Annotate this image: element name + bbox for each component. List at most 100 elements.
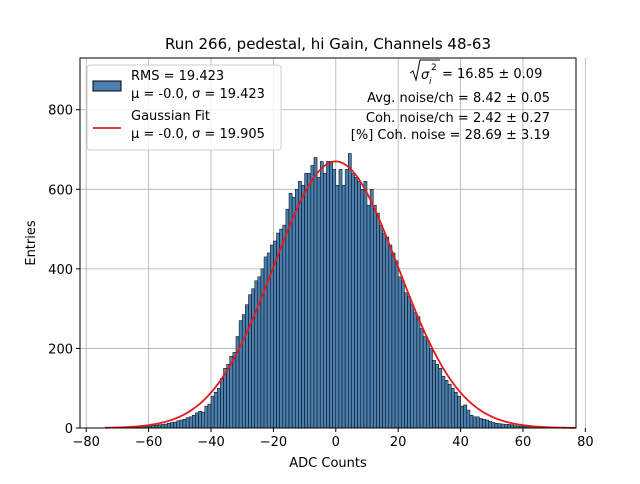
y-axis-label: Entries	[24, 220, 39, 266]
histogram-bar	[389, 245, 392, 428]
histogram-bar	[333, 169, 336, 428]
histogram-bar	[504, 424, 507, 428]
histogram-bar	[451, 388, 454, 428]
histogram-bar	[170, 422, 173, 428]
histogram-bar	[308, 173, 311, 428]
histogram-bar	[454, 392, 457, 428]
histogram-bar	[355, 177, 358, 428]
histogram-bar	[255, 281, 258, 428]
histogram-bar	[386, 237, 389, 428]
histogram-bar	[404, 293, 407, 428]
histogram-bar	[361, 189, 364, 428]
histogram-bar	[345, 169, 348, 428]
histogram-bar	[373, 205, 376, 428]
histogram-bar	[223, 368, 226, 428]
histogram-bar	[211, 396, 214, 428]
histogram-bar	[180, 420, 183, 428]
histogram-bar	[342, 185, 345, 428]
histogram-bar	[277, 233, 280, 428]
histogram-bar	[233, 352, 236, 428]
x-tick-label: −20	[260, 435, 287, 450]
histogram-bar	[392, 253, 395, 428]
histogram-bar	[498, 424, 501, 428]
histogram-bar	[383, 233, 386, 428]
histogram-bar	[305, 173, 308, 428]
histogram-bar	[248, 295, 251, 428]
x-tick-label: −60	[135, 435, 162, 450]
histogram-bar	[358, 181, 361, 428]
histogram-bar	[161, 424, 164, 428]
histogram-bar	[501, 424, 504, 428]
histogram-bar	[283, 225, 286, 428]
histogram-bar	[492, 422, 495, 428]
histogram-bar	[252, 289, 255, 428]
histogram-bar	[433, 360, 436, 428]
x-tick-label: −40	[197, 435, 224, 450]
y-tick-label: 0	[65, 422, 73, 437]
y-tick-label: 800	[48, 104, 73, 119]
x-tick-label: 0	[332, 435, 340, 450]
y-tick-label: 600	[48, 183, 73, 198]
histogram-bar	[461, 406, 464, 428]
legend-hist-line2: μ = -0.0, σ = 19.423	[131, 87, 265, 102]
sqrt-sigma-value: = 16.85 ± 0.09	[442, 67, 542, 82]
histogram-bar	[292, 197, 295, 428]
x-axis-label: ADC Counts	[289, 456, 367, 471]
histogram-bar	[464, 405, 467, 428]
histogram-bar	[473, 417, 476, 428]
x-tick-label: 80	[577, 435, 594, 450]
histogram-bar	[376, 213, 379, 428]
histogram-bar	[351, 173, 354, 428]
x-axis-ticks: −80 −60 −40 −20 0 20 40 60 80	[73, 428, 594, 450]
svg-text:2: 2	[431, 63, 437, 73]
y-tick-label: 200	[48, 342, 73, 357]
histogram-bar	[401, 281, 404, 428]
histogram-bar	[470, 415, 473, 428]
histogram-bar	[370, 189, 373, 428]
histogram-bar	[507, 424, 510, 428]
histogram-bar	[486, 420, 489, 428]
histogram-bar	[420, 329, 423, 428]
histogram-bar	[199, 411, 202, 428]
histogram-bar	[317, 177, 320, 428]
chart-title: Run 266, pedestal, hi Gain, Channels 48-…	[165, 35, 491, 53]
histogram-bar	[445, 380, 448, 428]
histogram-bar	[208, 404, 211, 428]
x-tick-label: 60	[515, 435, 532, 450]
histogram-bar	[301, 185, 304, 428]
histogram-bar	[202, 412, 205, 428]
x-tick-label: 20	[390, 435, 407, 450]
coh-noise-annotation: Coh. noise/ch = 2.42 ± 0.27	[366, 111, 550, 126]
x-tick-label: 40	[452, 435, 469, 450]
legend-hist-swatch	[93, 81, 121, 91]
histogram-bar	[330, 161, 333, 428]
histogram-bar	[495, 423, 498, 428]
histogram-bar	[348, 153, 351, 428]
y-axis-ticks: 0 200 400 600 800	[48, 104, 80, 437]
histogram-bar	[189, 417, 192, 428]
histogram-bar	[273, 241, 276, 428]
histogram-bar	[286, 209, 289, 428]
histogram-bar	[195, 413, 198, 428]
histogram-bar	[336, 185, 339, 428]
histogram-bar	[395, 261, 398, 428]
histogram-bar	[230, 356, 233, 428]
x-tick-label: −80	[73, 435, 100, 450]
histogram-bar	[205, 406, 208, 428]
histogram-bar	[239, 321, 242, 428]
coh-percent-annotation: [%] Coh. noise = 28.69 ± 3.19	[351, 128, 550, 143]
histogram-bar	[298, 181, 301, 428]
histogram-bar	[214, 392, 217, 428]
histogram-bar	[311, 165, 314, 428]
histogram-bar	[417, 317, 420, 428]
histogram-bar	[177, 421, 180, 428]
histogram-bar	[423, 336, 426, 428]
y-tick-label: 400	[48, 263, 73, 278]
histogram-bar	[314, 157, 317, 428]
histogram-bar	[280, 229, 283, 428]
histogram-bar	[429, 348, 432, 428]
histogram-bar	[367, 205, 370, 428]
legend-fit-line2: μ = -0.0, σ = 19.905	[131, 127, 265, 142]
histogram-bar	[183, 419, 186, 428]
